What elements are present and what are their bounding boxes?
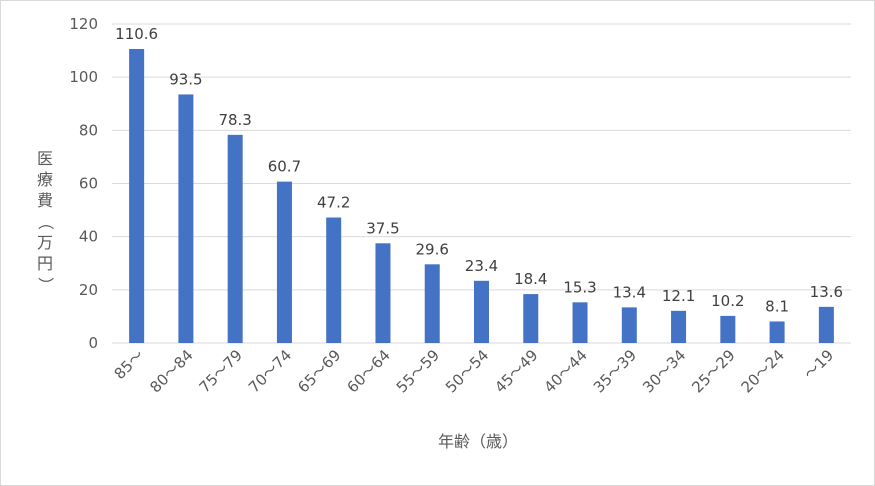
x-axis-title: 年齢（歳） <box>438 432 518 451</box>
y-axis-ticks: 0 20 40 60 80 100 120 <box>69 15 98 352</box>
data-label: 110.6 <box>115 25 158 43</box>
bar <box>424 264 440 343</box>
bar <box>769 321 785 343</box>
y-axis-title-char: 万 <box>37 233 53 252</box>
y-tick-label: 40 <box>79 228 98 246</box>
x-tick-label: 55～59 <box>393 346 443 396</box>
x-tick-label: 70～74 <box>245 346 295 396</box>
y-axis-title-char: （ <box>36 214 55 230</box>
bar <box>572 302 588 343</box>
x-tick-label: 40～44 <box>541 346 591 396</box>
y-tick-label: 60 <box>79 175 98 193</box>
bar <box>474 280 489 343</box>
bar <box>523 294 539 343</box>
data-label: 15.3 <box>563 278 596 296</box>
data-label: 18.4 <box>514 270 547 288</box>
data-label: 29.6 <box>416 240 449 258</box>
data-label: 78.3 <box>218 111 251 129</box>
x-tick-label: 30～34 <box>639 346 689 396</box>
y-axis-title: 医療費 （ 万円 ） <box>36 149 55 293</box>
x-tick-label: 85～ <box>111 346 148 383</box>
y-axis-title-char: 円 <box>37 254 53 273</box>
bar <box>818 306 834 343</box>
bars <box>129 48 834 343</box>
bar <box>129 48 145 343</box>
bar <box>276 181 292 343</box>
data-label: 10.2 <box>711 292 744 310</box>
y-axis-title-char: 費 <box>37 191 53 210</box>
bar <box>671 310 687 343</box>
data-label: 93.5 <box>169 70 202 88</box>
data-label: 47.2 <box>317 194 350 212</box>
bar <box>178 94 194 343</box>
x-tick-label: 60～64 <box>343 346 393 396</box>
y-axis-title-char: 医 <box>37 149 53 168</box>
x-tick-label: 25～29 <box>688 346 738 396</box>
bar <box>375 243 391 343</box>
y-tick-label: 0 <box>88 334 98 352</box>
data-label: 13.6 <box>810 283 843 301</box>
y-tick-label: 120 <box>69 15 98 33</box>
x-tick-label: 65～69 <box>294 346 344 396</box>
x-tick-label: 20～24 <box>738 346 788 396</box>
data-label: 8.1 <box>765 297 789 315</box>
data-label: 13.4 <box>613 283 646 301</box>
y-tick-label: 100 <box>69 68 98 86</box>
y-axis-title-char: ） <box>36 277 55 293</box>
bar <box>227 134 243 343</box>
x-tick-label: 45～49 <box>491 346 541 396</box>
x-tick-label: 50～54 <box>442 346 492 396</box>
y-axis-title-char: 療 <box>37 170 53 189</box>
data-label: 60.7 <box>268 158 301 176</box>
bar <box>326 217 342 343</box>
data-labels: 110.6 93.5 78.3 60.7 47.2 37.5 29.6 23.4 18.4 15.… <box>115 25 843 315</box>
bar <box>720 315 736 343</box>
data-label: 23.4 <box>465 257 498 275</box>
y-tick-label: 80 <box>79 121 98 139</box>
x-tick-label: 35～39 <box>590 346 640 396</box>
y-tick-label: 20 <box>79 281 98 299</box>
bar <box>621 307 637 343</box>
data-label: 37.5 <box>366 219 399 237</box>
data-label: 12.1 <box>662 287 695 305</box>
x-tick-label: 80～84 <box>146 346 196 396</box>
x-axis-ticks: 85～80～8475～7970～7465～6960～6455～5950～5445… <box>111 346 838 396</box>
x-tick-label: 75～79 <box>196 346 246 396</box>
x-tick-label: ～19 <box>800 346 837 383</box>
